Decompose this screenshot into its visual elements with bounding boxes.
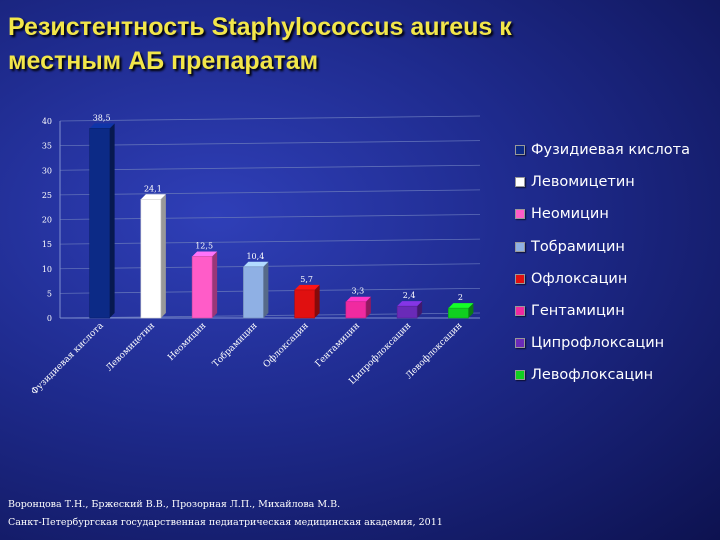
bar	[191, 256, 213, 319]
bar-side	[468, 303, 474, 318]
x-tick-label: Гентамицин	[314, 321, 362, 369]
y-tick-label: 30	[42, 166, 52, 175]
bar-top	[89, 123, 115, 129]
bar-value-label: 3,3	[352, 287, 365, 296]
y-tick-label: 5	[47, 289, 52, 298]
bar-top	[345, 296, 371, 302]
legend-label: Левофлоксацин	[531, 367, 654, 384]
source-authors: Воронцова Т.Н., Бржеский В.В., Прозорная…	[8, 499, 341, 510]
bar-value-label: 10,4	[246, 252, 264, 261]
bar-side	[212, 251, 218, 318]
bar	[89, 128, 110, 319]
legend-item: Тобрамицин	[515, 231, 715, 263]
y-tick-label: 35	[42, 142, 52, 151]
legend-item: Гентамицин	[515, 295, 715, 327]
bar-side	[417, 301, 423, 318]
legend-label: Левомицетин	[531, 174, 635, 191]
gridline	[59, 140, 481, 147]
legend-label: Офлоксацин	[531, 270, 628, 287]
bar-value-label: 2,4	[403, 291, 416, 300]
legend-label: Неомицин	[531, 206, 609, 223]
y-tick-label: 15	[42, 240, 52, 249]
bar-top	[192, 251, 218, 257]
bar-top	[140, 194, 166, 200]
bar	[396, 305, 418, 319]
x-tick-label: Фузидиевая кислота	[30, 321, 107, 398]
bar	[448, 307, 469, 319]
bar-value-label: 5,7	[300, 275, 313, 284]
legend-swatch	[515, 241, 525, 252]
bar-side	[314, 284, 320, 318]
legend-swatch	[515, 306, 525, 317]
legend-label: Ципрофлоксацин	[531, 335, 665, 352]
legend-label: Гентамицин	[531, 303, 625, 320]
source-citation: Воронцова Т.Н., Бржеский В.В., Прозорная…	[8, 496, 708, 532]
x-tick-label: Левофлоксацин	[404, 321, 464, 381]
y-tick-label: 25	[42, 191, 52, 200]
gridline	[59, 263, 481, 270]
bar-value-label: 12,5	[195, 241, 213, 250]
chart-legend: Фузидиевая кислота Левомицетин Неомицин Тоб…	[515, 134, 715, 392]
source-institution: Санкт-Петербургская государственная педи…	[8, 517, 443, 528]
legend-swatch	[515, 338, 525, 349]
bar	[140, 199, 162, 319]
bar-side	[263, 261, 269, 318]
slide-title: Резистентность Staphylococcus aureus к м…	[8, 10, 708, 78]
title-line-2: местным АБ препаратам	[8, 47, 319, 75]
x-tick-label: Левомицетин	[104, 321, 157, 374]
legend-item: Ципрофлоксацин	[515, 327, 715, 359]
gridline	[59, 238, 481, 245]
x-tick-label: Офлоксацин	[262, 321, 311, 370]
legend-item: Офлоксацин	[515, 263, 715, 295]
bar-value-label: 38,5	[93, 113, 111, 122]
bar-side	[160, 194, 166, 318]
bar-top	[448, 303, 474, 309]
bar	[345, 301, 367, 319]
gridline	[59, 115, 481, 122]
gridline	[59, 287, 481, 294]
title-line-1: Резистентность Staphylococcus aureus к	[8, 13, 512, 41]
x-tick-label: Неомицин	[166, 321, 208, 363]
bar-top	[294, 284, 320, 290]
legend-label: Фузидиевая кислота	[531, 142, 690, 159]
bar-side	[109, 123, 115, 318]
legend-item: Левофлоксацин	[515, 359, 715, 391]
gridline	[59, 214, 481, 220]
bar-top	[397, 301, 423, 307]
bar-side	[365, 296, 371, 318]
legend-item: Неомицин	[515, 198, 715, 230]
bar	[294, 289, 315, 319]
legend-swatch	[515, 273, 525, 284]
legend-item: Левомицетин	[515, 166, 715, 198]
y-tick-label: 0	[47, 314, 52, 323]
y-tick-label: 40	[42, 117, 52, 126]
bar-value-label: 24,1	[144, 184, 162, 193]
legend-item: Фузидиевая кислота	[515, 134, 715, 166]
legend-swatch	[515, 177, 525, 188]
y-tick-label: 10	[42, 265, 52, 274]
bar	[243, 266, 264, 319]
legend-label: Тобрамицин	[531, 238, 625, 255]
gridline	[59, 189, 481, 196]
y-tick-label: 20	[42, 216, 52, 225]
bar-top	[243, 261, 269, 267]
bar-value-label: 2	[458, 293, 463, 302]
gridline	[59, 164, 481, 171]
x-tick-label: Тобрамицин	[210, 320, 259, 369]
legend-swatch	[515, 145, 525, 156]
legend-swatch	[515, 209, 525, 220]
legend-swatch	[515, 370, 525, 381]
